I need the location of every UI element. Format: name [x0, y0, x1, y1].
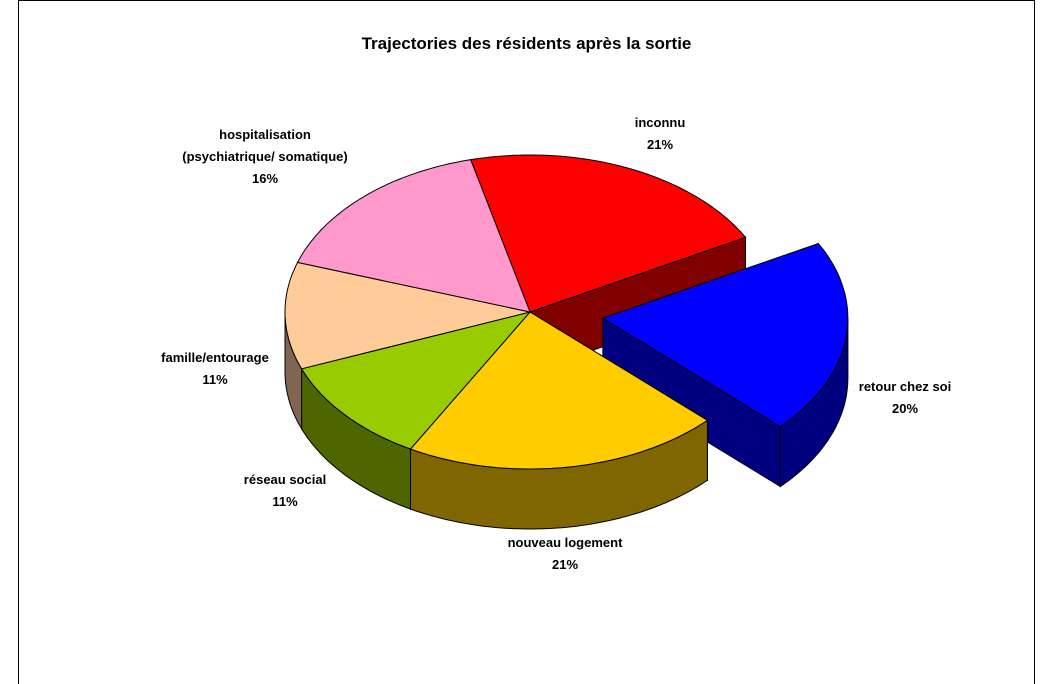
category-label: inconnu: [634, 115, 686, 130]
value-label: 16%: [251, 171, 279, 186]
category-label: hospitalisation (psychiatrique/ somatiqu…: [182, 127, 348, 164]
slice-label: hospitalisation (psychiatrique/ somatiqu…: [145, 124, 385, 190]
slice: [284, 261, 531, 370]
chart-title: Trajectories des résidents après la sort…: [361, 34, 692, 53]
slice: [470, 154, 747, 313]
slice-label: réseau social 11%: [165, 469, 405, 513]
slice: [409, 311, 709, 470]
category-label: nouveau logement: [507, 535, 623, 550]
value-label: 11%: [272, 494, 298, 509]
category-label: famille/entourage: [161, 350, 269, 365]
slice: [601, 243, 849, 428]
slice-label: retour chez soi 20%: [785, 376, 1025, 420]
value-label: 11%: [202, 372, 228, 387]
slice-label: nouveau logement 21%: [445, 532, 685, 576]
slice-label: famille/entourage 11%: [95, 347, 335, 391]
slice-label: inconnu 21%: [540, 112, 780, 156]
category-label: retour chez soi: [858, 379, 952, 394]
value-label: 20%: [891, 401, 919, 416]
slice: [296, 159, 531, 313]
category-label: réseau social: [243, 472, 327, 487]
value-label: 21%: [551, 557, 579, 572]
value-label: 21%: [646, 137, 674, 152]
slice: [300, 311, 532, 450]
